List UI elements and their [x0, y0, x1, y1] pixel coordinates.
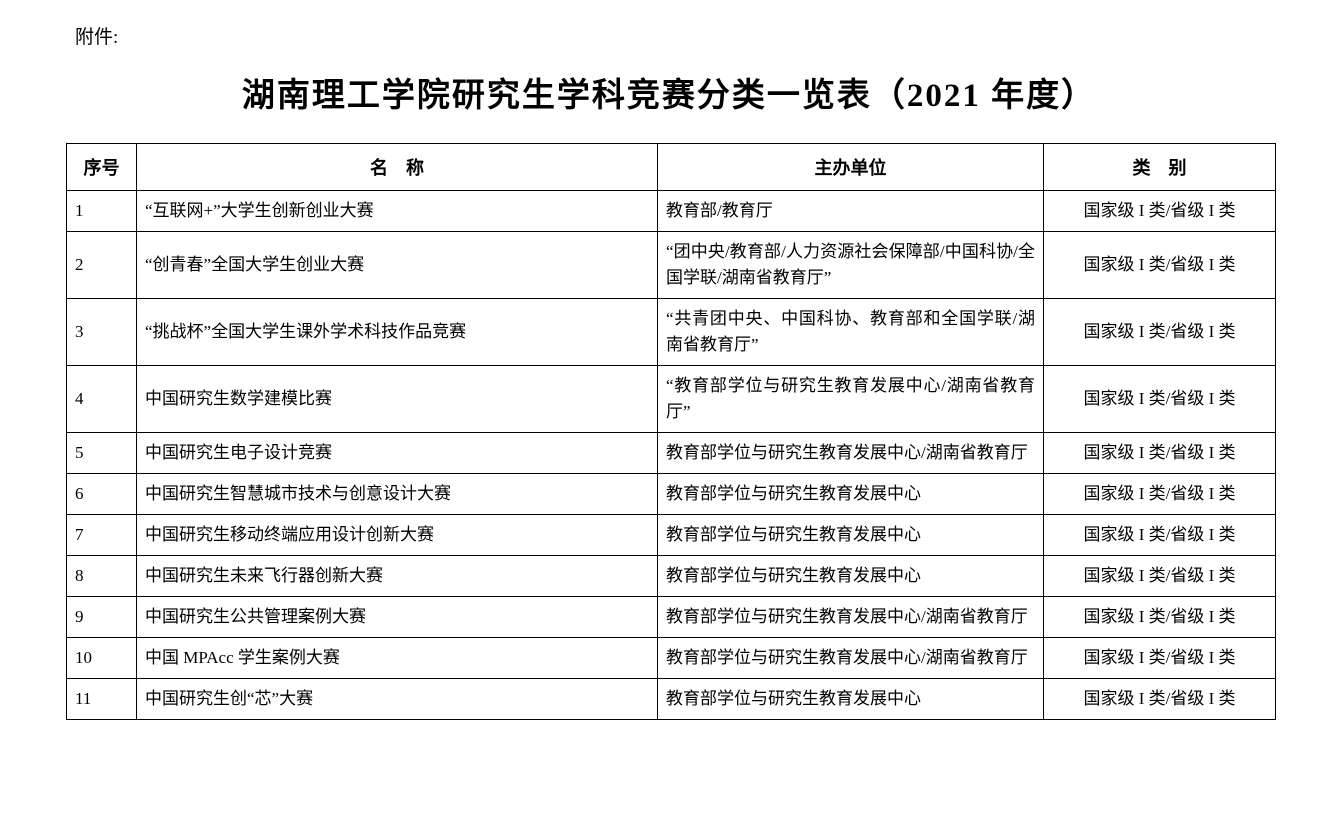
cell-organizer: “团中央/教育部/人力资源社会保障部/中国科协/全国学联/湖南省教育厅”: [657, 231, 1044, 299]
cell-name: 中国研究生智慧城市技术与创意设计大赛: [136, 473, 658, 515]
cell-category: 国家级 I 类/省级 I 类: [1043, 298, 1276, 366]
cell-no: 7: [66, 514, 137, 556]
cell-no: 10: [66, 637, 137, 679]
column-header-no: 序号: [66, 143, 137, 191]
table-row: 9 中国研究生公共管理案例大赛 教育部学位与研究生教育发展中心/湖南省教育厅 国家级 …: [66, 596, 1276, 638]
cell-category: 国家级 I 类/省级 I 类: [1043, 432, 1276, 474]
table-row: 6 中国研究生智慧城市技术与创意设计大赛 教育部学位与研究生教育发展中心 国家级 I …: [66, 473, 1276, 515]
cell-name: 中国研究生公共管理案例大赛: [136, 596, 658, 638]
cell-name: 中国研究生数学建模比赛: [136, 365, 658, 433]
cell-category: 国家级 I 类/省级 I 类: [1043, 678, 1276, 720]
table-row: 10 中国 MPAcc 学生案例大赛 教育部学位与研究生教育发展中心/湖南省教育厅国…: [66, 637, 1276, 679]
table-row: 7 中国研究生移动终端应用设计创新大赛 教育部学位与研究生教育发展中心 国家级 I 类…: [66, 514, 1276, 556]
cell-organizer: “教育部学位与研究生教育发展中心/湖南省教育厅”: [657, 365, 1044, 433]
column-header-name: 名 称: [136, 143, 658, 191]
table-row: 11 中国研究生创“芯”大赛 教育部学位与研究生教育发展中心 国家级 I 类/省级 I…: [66, 678, 1276, 720]
table-row: 8 中国研究生未来飞行器创新大赛 教育部学位与研究生教育发展中心 国家级 I 类/省级…: [66, 555, 1276, 597]
cell-category: 国家级 I 类/省级 I 类: [1043, 596, 1276, 638]
cell-organizer: 教育部学位与研究生教育发展中心: [657, 514, 1044, 556]
cell-organizer: 教育部/教育厅: [657, 190, 1044, 232]
table-header-row: 序号 名 称 主办单位 类 别: [66, 143, 1276, 191]
cell-organizer: 教育部学位与研究生教育发展中心: [657, 473, 1044, 515]
cell-category: 国家级 I 类/省级 I 类: [1043, 555, 1276, 597]
cell-no: 3: [66, 298, 137, 366]
cell-no: 11: [66, 678, 137, 720]
competition-table: 序号 名 称 主办单位 类 别 1 “互联网+”大学生创新创业大赛 教育部/教育厅国…: [66, 143, 1276, 720]
cell-organizer: 教育部学位与研究生教育发展中心/湖南省教育厅: [657, 637, 1044, 679]
cell-category: 国家级 I 类/省级 I 类: [1043, 365, 1276, 433]
cell-organizer: 教育部学位与研究生教育发展中心: [657, 678, 1044, 720]
attachment-label: 附件:: [75, 27, 119, 48]
table-row: 5 中国研究生电子设计竞赛 教育部学位与研究生教育发展中心/湖南省教育厅 国家级 I …: [66, 432, 1276, 474]
table-body: 1 “互联网+”大学生创新创业大赛 教育部/教育厅 国家级 I 类/省级 I 类 2 “创…: [66, 190, 1276, 720]
cell-no: 5: [66, 432, 137, 474]
table-row: 2 “创青春”全国大学生创业大赛 “团中央/教育部/人力资源社会保障部/中国科协/全…: [66, 231, 1276, 299]
column-header-organizer: 主办单位: [657, 143, 1044, 191]
table-row: 3 “挑战杯”全国大学生课外学术科技作品竞赛 “共青团中央、中国科协、教育部和全国学…: [66, 298, 1276, 366]
cell-category: 国家级 I 类/省级 I 类: [1043, 637, 1276, 679]
cell-organizer: 教育部学位与研究生教育发展中心: [657, 555, 1044, 597]
cell-name: 中国研究生创“芯”大赛: [136, 678, 658, 720]
cell-name: 中国 MPAcc 学生案例大赛: [136, 637, 658, 679]
cell-name: “创青春”全国大学生创业大赛: [136, 231, 658, 299]
cell-no: 2: [66, 231, 137, 299]
cell-category: 国家级 I 类/省级 I 类: [1043, 514, 1276, 556]
cell-no: 4: [66, 365, 137, 433]
cell-organizer: 教育部学位与研究生教育发展中心/湖南省教育厅: [657, 432, 1044, 474]
cell-organizer: 教育部学位与研究生教育发展中心/湖南省教育厅: [657, 596, 1044, 638]
cell-name: 中国研究生未来飞行器创新大赛: [136, 555, 658, 597]
table-row: 1 “互联网+”大学生创新创业大赛 教育部/教育厅 国家级 I 类/省级 I 类: [66, 190, 1276, 232]
column-header-category: 类 别: [1043, 143, 1276, 191]
table-row: 4 中国研究生数学建模比赛 “教育部学位与研究生教育发展中心/湖南省教育厅” 国家级 …: [66, 365, 1276, 433]
page-title: 湖南理工学院研究生学科竞赛分类一览表（2021 年度）: [241, 78, 1097, 114]
cell-category: 国家级 I 类/省级 I 类: [1043, 190, 1276, 232]
cell-name: “互联网+”大学生创新创业大赛: [136, 190, 658, 232]
cell-no: 6: [66, 473, 137, 515]
cell-category: 国家级 I 类/省级 I 类: [1043, 473, 1276, 515]
cell-name: 中国研究生电子设计竞赛: [136, 432, 658, 474]
cell-name: “挑战杯”全国大学生课外学术科技作品竞赛: [136, 298, 658, 366]
cell-no: 1: [66, 190, 137, 232]
cell-no: 8: [66, 555, 137, 597]
cell-organizer: “共青团中央、中国科协、教育部和全国学联/湖南省教育厅”: [657, 298, 1044, 366]
cell-category: 国家级 I 类/省级 I 类: [1043, 231, 1276, 299]
cell-no: 9: [66, 596, 137, 638]
cell-name: 中国研究生移动终端应用设计创新大赛: [136, 514, 658, 556]
